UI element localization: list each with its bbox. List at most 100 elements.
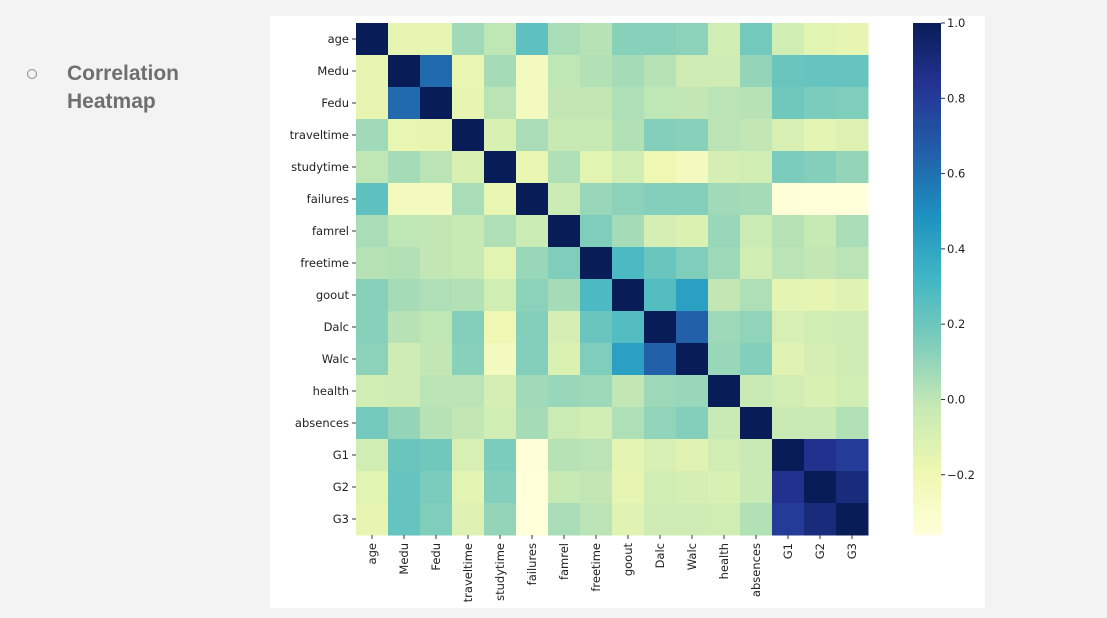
heatmap-cell	[388, 87, 421, 120]
heatmap-cell	[516, 279, 549, 312]
heatmap-cell	[676, 23, 709, 56]
heatmap-cell	[612, 439, 645, 472]
heatmap-cell	[836, 55, 869, 88]
heatmap-cell	[644, 23, 677, 56]
heatmap-cell	[516, 503, 549, 536]
heatmap-cell	[388, 471, 421, 504]
heatmap-cell	[836, 343, 869, 376]
heatmap-cell	[452, 279, 485, 312]
heatmap-cell	[772, 375, 805, 408]
heatmap-cell	[580, 407, 613, 440]
y-tick-label: absences	[295, 416, 349, 430]
heatmap-cell	[388, 183, 421, 216]
heatmap-cell	[484, 503, 517, 536]
heatmap-cell	[452, 247, 485, 280]
x-tick-label: absences	[749, 543, 763, 597]
heatmap-cell	[804, 87, 837, 120]
heatmap-cell	[772, 151, 805, 184]
heatmap-cell	[580, 151, 613, 184]
heatmap-cell	[388, 503, 421, 536]
heatmap-cell	[612, 151, 645, 184]
heatmap-cell	[580, 375, 613, 408]
x-tick-label: G3	[845, 543, 859, 559]
heatmap-cell	[644, 247, 677, 280]
heatmap-cell	[548, 439, 581, 472]
heatmap-cell	[836, 311, 869, 344]
heatmap-cell	[420, 279, 453, 312]
heatmap-cell	[804, 343, 837, 376]
heatmap-cell	[516, 439, 549, 472]
heatmap-cell	[516, 471, 549, 504]
heatmap-cell	[708, 215, 741, 248]
y-tick-label: studytime	[291, 160, 349, 174]
heatmap-cell	[804, 247, 837, 280]
heatmap-cell	[804, 375, 837, 408]
heatmap-cell	[484, 375, 517, 408]
heatmap-cell	[388, 343, 421, 376]
y-tick-label: health	[313, 384, 349, 398]
heatmap-cell	[708, 55, 741, 88]
heatmap-cell	[516, 407, 549, 440]
heatmap-cell	[676, 55, 709, 88]
heatmap-cell	[836, 503, 869, 536]
heatmap-cell	[676, 439, 709, 472]
x-tick-label: Fedu	[429, 543, 443, 571]
y-tick-label: Walc	[322, 352, 349, 366]
y-tick-label: famrel	[312, 224, 349, 238]
heatmap-cell	[612, 375, 645, 408]
x-tick-label: traveltime	[461, 543, 475, 602]
heatmap-cell	[548, 183, 581, 216]
y-tick-label: goout	[316, 288, 350, 302]
heatmap-cell	[356, 215, 389, 248]
heatmap-cell	[420, 23, 453, 56]
heatmap-cell	[612, 215, 645, 248]
heatmap-cell	[356, 439, 389, 472]
heatmap-cell	[516, 119, 549, 152]
heatmap-cell	[836, 471, 869, 504]
heatmap-cell	[356, 343, 389, 376]
x-tick-label: famrel	[557, 543, 571, 580]
heatmap-cell	[356, 375, 389, 408]
heatmap-cell	[772, 87, 805, 120]
heatmap-cell	[804, 55, 837, 88]
heatmap-cell	[420, 503, 453, 536]
heatmap-cell	[548, 151, 581, 184]
heatmap-cell	[612, 311, 645, 344]
heatmap-cell	[388, 407, 421, 440]
heatmap-cell	[388, 119, 421, 152]
heatmap-cells	[356, 23, 869, 536]
heatmap-cell	[516, 311, 549, 344]
heatmap-cell	[452, 471, 485, 504]
heatmap-cell	[388, 439, 421, 472]
heatmap-cell	[612, 279, 645, 312]
heatmap-cell	[772, 23, 805, 56]
heatmap-cell	[644, 87, 677, 120]
y-tick-label: age	[328, 32, 349, 46]
heatmap-cell	[644, 375, 677, 408]
heatmap-cell	[516, 375, 549, 408]
heatmap-cell	[612, 343, 645, 376]
heatmap-cell	[740, 279, 773, 312]
colorbar-tick-label: 0.6	[947, 167, 965, 181]
heatmap-cell	[708, 23, 741, 56]
heatmap-cell	[612, 247, 645, 280]
heatmap-cell	[644, 215, 677, 248]
x-tick-label: studytime	[493, 543, 507, 601]
heatmap-cell	[516, 215, 549, 248]
heatmap-cell	[484, 119, 517, 152]
heatmap-cell	[836, 375, 869, 408]
heatmap-cell	[420, 55, 453, 88]
heatmap-cell	[548, 87, 581, 120]
heatmap-cell	[580, 23, 613, 56]
heatmap-cell	[612, 471, 645, 504]
heatmap-cell	[548, 247, 581, 280]
heatmap-cell	[644, 503, 677, 536]
heatmap-cell	[484, 87, 517, 120]
heatmap-cell	[644, 183, 677, 216]
heatmap-cell	[708, 471, 741, 504]
y-tick-label: freetime	[300, 256, 349, 270]
y-tick-label: G3	[333, 512, 349, 526]
heatmap-cell	[740, 471, 773, 504]
bullet-title-line-2: Heatmap	[67, 90, 156, 113]
heatmap-cell	[804, 311, 837, 344]
